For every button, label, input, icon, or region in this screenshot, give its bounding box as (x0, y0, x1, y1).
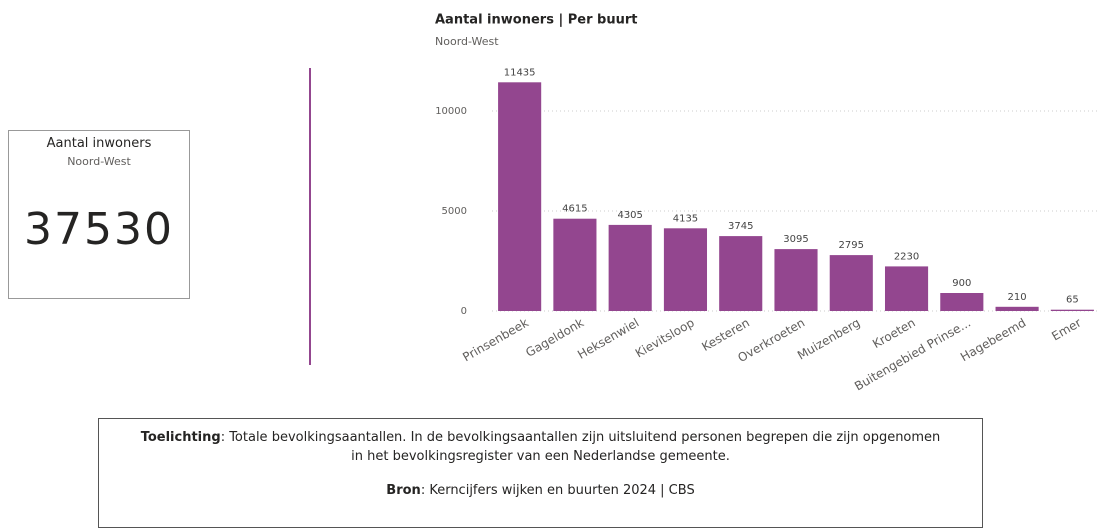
bar (719, 236, 763, 311)
note: Toelichting: Totale bevolkingsaantallen.… (139, 428, 942, 466)
note-box: Toelichting: Totale bevolkingsaantallen.… (98, 418, 983, 528)
bar (774, 249, 818, 311)
x-tick-label: Muizenberg (795, 316, 863, 363)
chart: Aantal inwoners | Per buurt Noord-West 0… (309, 13, 1100, 393)
data-label: 2230 (894, 251, 919, 262)
data-label: 2795 (839, 240, 864, 251)
bar (1050, 309, 1094, 311)
chart-title: Aantal inwoners | Per buurt (435, 13, 637, 28)
bar (829, 255, 873, 311)
chart-subtitle: Noord-West (435, 35, 499, 48)
x-tick-label: Heksenwiel (575, 316, 641, 362)
source-label: Bron (386, 483, 421, 498)
bar (608, 224, 652, 311)
data-label: 210 (1008, 292, 1027, 303)
data-label: 4135 (673, 213, 698, 224)
y-tick-label: 0 (461, 306, 467, 317)
card-subtitle: Noord-West (67, 155, 131, 168)
x-tick-label: Emer (1049, 315, 1083, 343)
card-title: Aantal inwoners (46, 136, 152, 151)
x-tick-label: Prinsenbeek (460, 315, 531, 364)
source-text: : Kerncijfers wijken en buurten 2024 | C… (420, 483, 695, 498)
x-tick-label: Kroeten (870, 316, 918, 352)
note-label: Toelichting (140, 430, 221, 445)
card-value: 37530 (24, 204, 174, 255)
kpi-card: Aantal inwoners Noord-West 37530 (8, 130, 190, 299)
data-label: 4305 (617, 210, 642, 221)
data-label: 3095 (783, 234, 808, 245)
bar (995, 306, 1039, 311)
bar (663, 228, 708, 311)
data-label: 11435 (504, 67, 536, 78)
data-label: 4615 (562, 204, 587, 215)
source: Bron: Kerncijfers wijken en buurten 2024… (139, 481, 942, 500)
bar (553, 218, 597, 311)
y-tick-label: 10000 (435, 106, 467, 117)
y-tick-label: 5000 (442, 206, 467, 217)
bar (884, 266, 929, 311)
data-label: 900 (952, 278, 971, 289)
data-label: 65 (1066, 295, 1079, 306)
x-tick-label: Kievitsloop (633, 316, 697, 361)
data-label: 3745 (728, 221, 753, 232)
page: Aantal inwoners Noord-West 37530 Aantal … (8, 12, 1100, 528)
bar (498, 82, 542, 311)
bar (940, 293, 984, 311)
note-text: : Totale bevolkingsaantallen. In de bevo… (220, 430, 941, 464)
